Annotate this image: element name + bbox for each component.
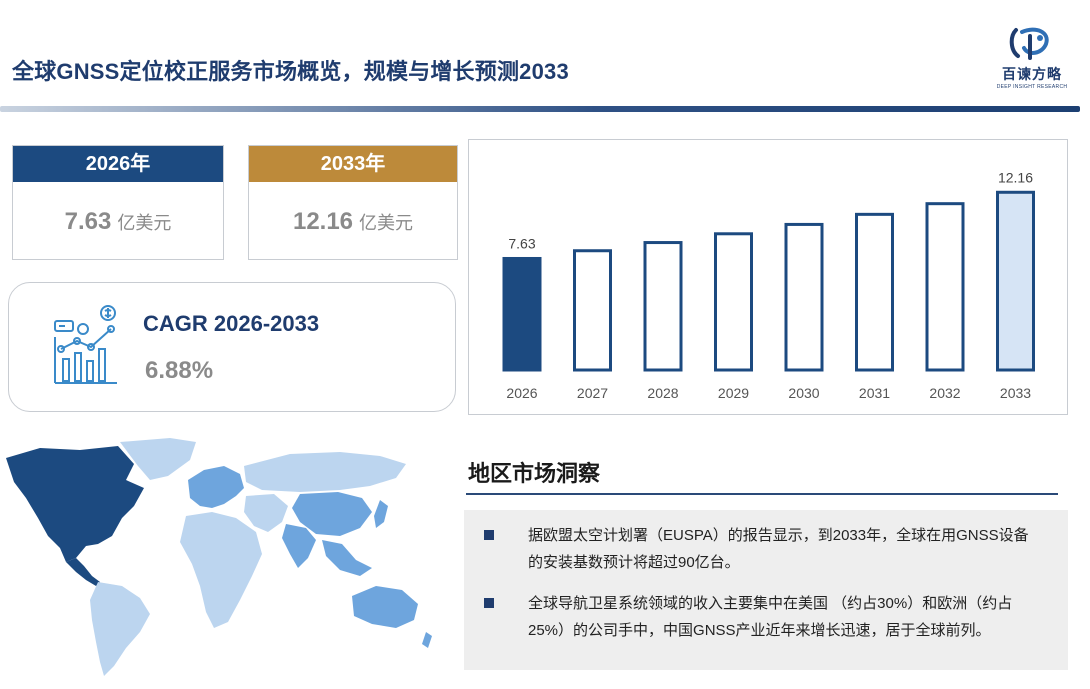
page-title: 全球GNSS定位校正服务市场概览，规模与增长预测2033 [12,59,569,84]
stat-unit: 亿美元 [359,213,414,233]
map-east-asia [292,492,372,536]
bar-2033 [996,190,1035,372]
bar-2032 [925,202,965,372]
x-tick-label: 2031 [859,385,890,401]
x-tick-label: 2033 [1000,385,1031,401]
bullet-icon [484,598,494,608]
x-tick-label: 2027 [577,385,608,401]
x-tick-label: 2028 [647,385,678,401]
insight-list: 据欧盟太空计划署（EUSPA）的报告显示，到2033年，全球在用GNSS设备的安… [464,510,1068,670]
list-item: 全球导航卫星系统领域的收入主要集中在美国 （约占30%）和欧洲（约占25%）的公… [484,590,1038,644]
cagr-value: 6.88% [145,357,214,384]
stat-value: 12.16 [292,208,354,235]
market-size-bar-chart: 2026 7.63 2027 2028 2029 2030 2031 2032 2033 12.1… [468,139,1068,415]
stat-card-2033: 2033年 12.16 亿美元 [248,145,458,260]
insight-text: 据欧盟太空计划署（EUSPA）的报告显示，到2033年，全球在用GNSS设备的安… [528,527,1029,571]
stat-year-label: 2033年 [249,146,457,182]
map-africa [180,512,262,628]
logo-tagline: DEEP INSIGHT RESEARCH [996,84,1068,90]
header-divider [0,106,1080,112]
bar-chart-canvas: 2026 7.63 2027 2028 2029 2030 2031 2032 2033 12.1… [502,169,1035,401]
section-title: 地区市场洞察 [468,461,601,486]
x-tick-label: 2029 [718,385,749,401]
map-south-america [90,582,150,676]
map-south-asia [282,524,316,568]
bar-2026 [502,256,542,372]
growth-chart-icon [54,305,117,384]
stat-value: 7.63 [64,208,112,235]
stat-year-label: 2026年 [13,146,223,182]
logo-mark-icon [1009,27,1049,60]
bar-2031 [855,212,894,372]
cagr-card: CAGR 2026-2033 6.88% [8,282,456,412]
map-greenland [120,438,196,480]
map-southeast-asia [322,540,372,576]
bar-2028 [643,241,683,372]
bar-2029 [714,232,753,372]
map-middle-east [244,494,288,532]
list-item: 据欧盟太空计划署（EUSPA）的报告显示，到2033年，全球在用GNSS设备的安… [484,522,1038,576]
map-europe [188,466,244,508]
x-tick-label: 2030 [788,385,819,401]
logo-name: 百谏方略 [1002,66,1062,82]
map-japan [374,500,388,528]
map-australia [352,586,418,628]
map-north-asia [244,452,406,492]
x-tick-label: 2026 [506,385,537,401]
x-tick-label: 2032 [929,385,960,401]
world-map [6,438,432,676]
data-label: 7.63 [508,235,535,251]
map-north-america [6,446,144,562]
cagr-label: CAGR 2026-2033 [143,311,320,336]
bullet-icon [484,530,494,540]
logo: 百谏方略 DEEP INSIGHT RESEARCH [982,22,1082,100]
map-new-zealand [422,632,432,648]
bar-2027 [573,249,612,372]
stat-value-row: 12.16 亿美元 [249,208,457,236]
stat-value-row: 7.63 亿美元 [13,208,223,236]
stat-card-2026: 2026年 7.63 亿美元 [12,145,224,260]
section-divider [466,493,1058,495]
stat-unit: 亿美元 [117,213,172,233]
data-label: 12.16 [998,169,1033,185]
map-central-america [66,558,100,586]
bar-2030 [784,222,824,372]
insight-text: 全球导航卫星系统领域的收入主要集中在美国 （约占30%）和欧洲（约占25%）的公… [528,595,1013,639]
